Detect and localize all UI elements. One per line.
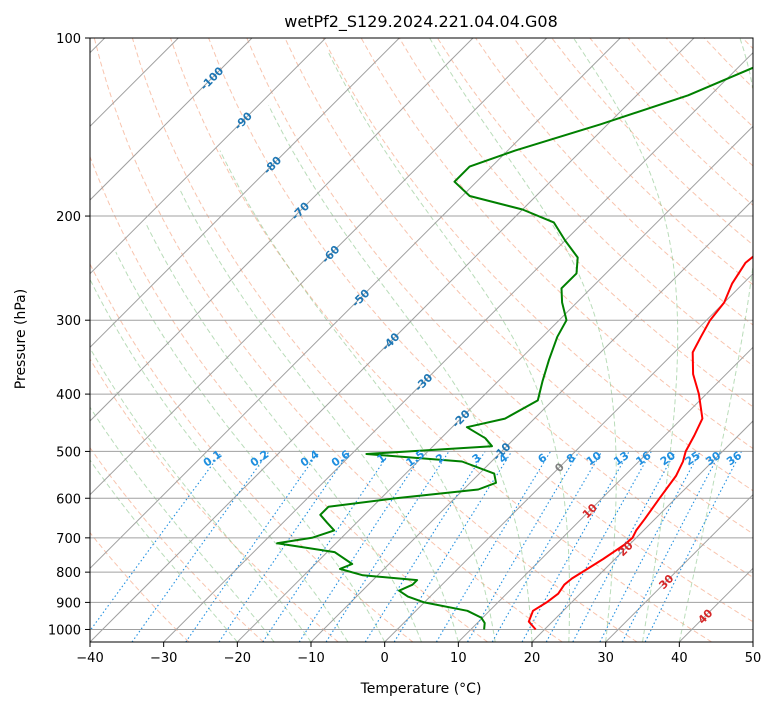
plot-background (90, 38, 753, 642)
x-tick-label: −10 (297, 651, 324, 666)
x-tick-label: −20 (224, 651, 251, 666)
y-tick-label: 1000 (48, 623, 81, 638)
x-tick-label: −40 (76, 651, 103, 666)
y-tick-label: 200 (56, 210, 81, 225)
y-tick-label: 100 (56, 32, 81, 47)
x-tick-label: −30 (150, 651, 177, 666)
x-tick-label: 30 (597, 651, 614, 666)
y-tick-label: 800 (56, 566, 81, 581)
x-tick-label: 50 (745, 651, 762, 666)
x-tick-label: 0 (381, 651, 389, 666)
y-tick-label: 700 (56, 532, 81, 547)
y-tick-label: 400 (56, 388, 81, 403)
y-tick-label: 300 (56, 314, 81, 329)
y-tick-label: 600 (56, 492, 81, 507)
x-tick-label: 10 (450, 651, 467, 666)
x-tick-label: 20 (524, 651, 541, 666)
isotherm-line (753, 38, 775, 642)
y-tick-label: 900 (56, 596, 81, 611)
chart-title: wetPf2_S129.2024.221.04.04.G08 (284, 12, 558, 32)
y-tick-label: 500 (56, 445, 81, 460)
plot-area: -100-90-80-70-60-50-40-30-20-10010203040… (0, 38, 775, 642)
x-axis-label: Temperature (°C) (360, 681, 482, 697)
x-tick-label: 40 (671, 651, 688, 666)
y-axis-label: Pressure (hPa) (13, 289, 29, 389)
